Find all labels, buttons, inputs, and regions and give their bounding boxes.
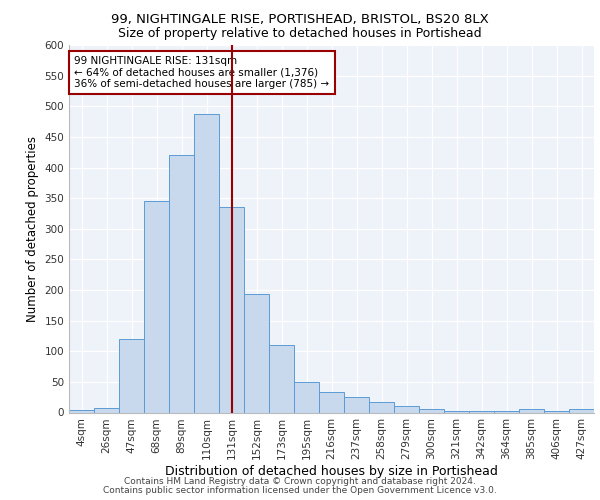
- Bar: [319, 392, 344, 412]
- Text: 99, NIGHTINGALE RISE, PORTISHEAD, BRISTOL, BS20 8LX: 99, NIGHTINGALE RISE, PORTISHEAD, BRISTO…: [111, 12, 489, 26]
- Bar: [469, 410, 494, 412]
- Bar: [419, 410, 444, 412]
- Bar: [444, 410, 469, 412]
- Bar: [119, 339, 144, 412]
- Text: 99 NIGHTINGALE RISE: 131sqm
← 64% of detached houses are smaller (1,376)
36% of : 99 NIGHTINGALE RISE: 131sqm ← 64% of det…: [74, 56, 329, 89]
- Bar: [194, 114, 219, 412]
- Bar: [69, 410, 94, 412]
- Text: Contains HM Land Registry data © Crown copyright and database right 2024.: Contains HM Land Registry data © Crown c…: [124, 477, 476, 486]
- Bar: [394, 406, 419, 412]
- Bar: [244, 294, 269, 412]
- Bar: [219, 206, 244, 412]
- Bar: [144, 201, 169, 412]
- Text: Contains public sector information licensed under the Open Government Licence v3: Contains public sector information licen…: [103, 486, 497, 495]
- Bar: [519, 410, 544, 412]
- Bar: [169, 155, 194, 412]
- Bar: [94, 408, 119, 412]
- Y-axis label: Number of detached properties: Number of detached properties: [26, 136, 39, 322]
- Bar: [269, 345, 294, 412]
- X-axis label: Distribution of detached houses by size in Portishead: Distribution of detached houses by size …: [165, 465, 498, 478]
- Bar: [369, 402, 394, 412]
- Text: Size of property relative to detached houses in Portishead: Size of property relative to detached ho…: [118, 28, 482, 40]
- Bar: [569, 409, 594, 412]
- Bar: [294, 382, 319, 412]
- Bar: [344, 397, 369, 412]
